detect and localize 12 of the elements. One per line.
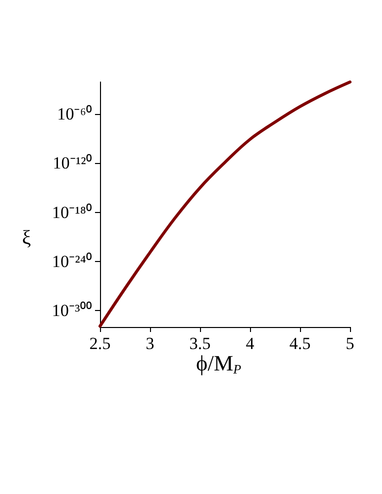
x-tick-label: 4 — [246, 334, 255, 353]
y-tick-label: 10⁻¹⁸⁰ — [52, 202, 92, 222]
y-tick-label: 10⁻⁶⁰ — [57, 104, 92, 124]
y-tick-label: 10⁻¹²⁰ — [52, 154, 92, 173]
x-tick-label: 2.5 — [89, 334, 111, 353]
x-tick-label: 3 — [146, 334, 154, 353]
x-tick-label: 5 — [346, 334, 354, 353]
y-axis-title: ξ — [22, 227, 31, 249]
y-tick-label: 10⁻³⁰⁰ — [52, 301, 92, 320]
x-tick-label: 3.5 — [189, 334, 211, 353]
y-tick-label: 10⁻²⁴⁰ — [52, 252, 92, 271]
x-tick-label: 4.5 — [289, 334, 311, 353]
